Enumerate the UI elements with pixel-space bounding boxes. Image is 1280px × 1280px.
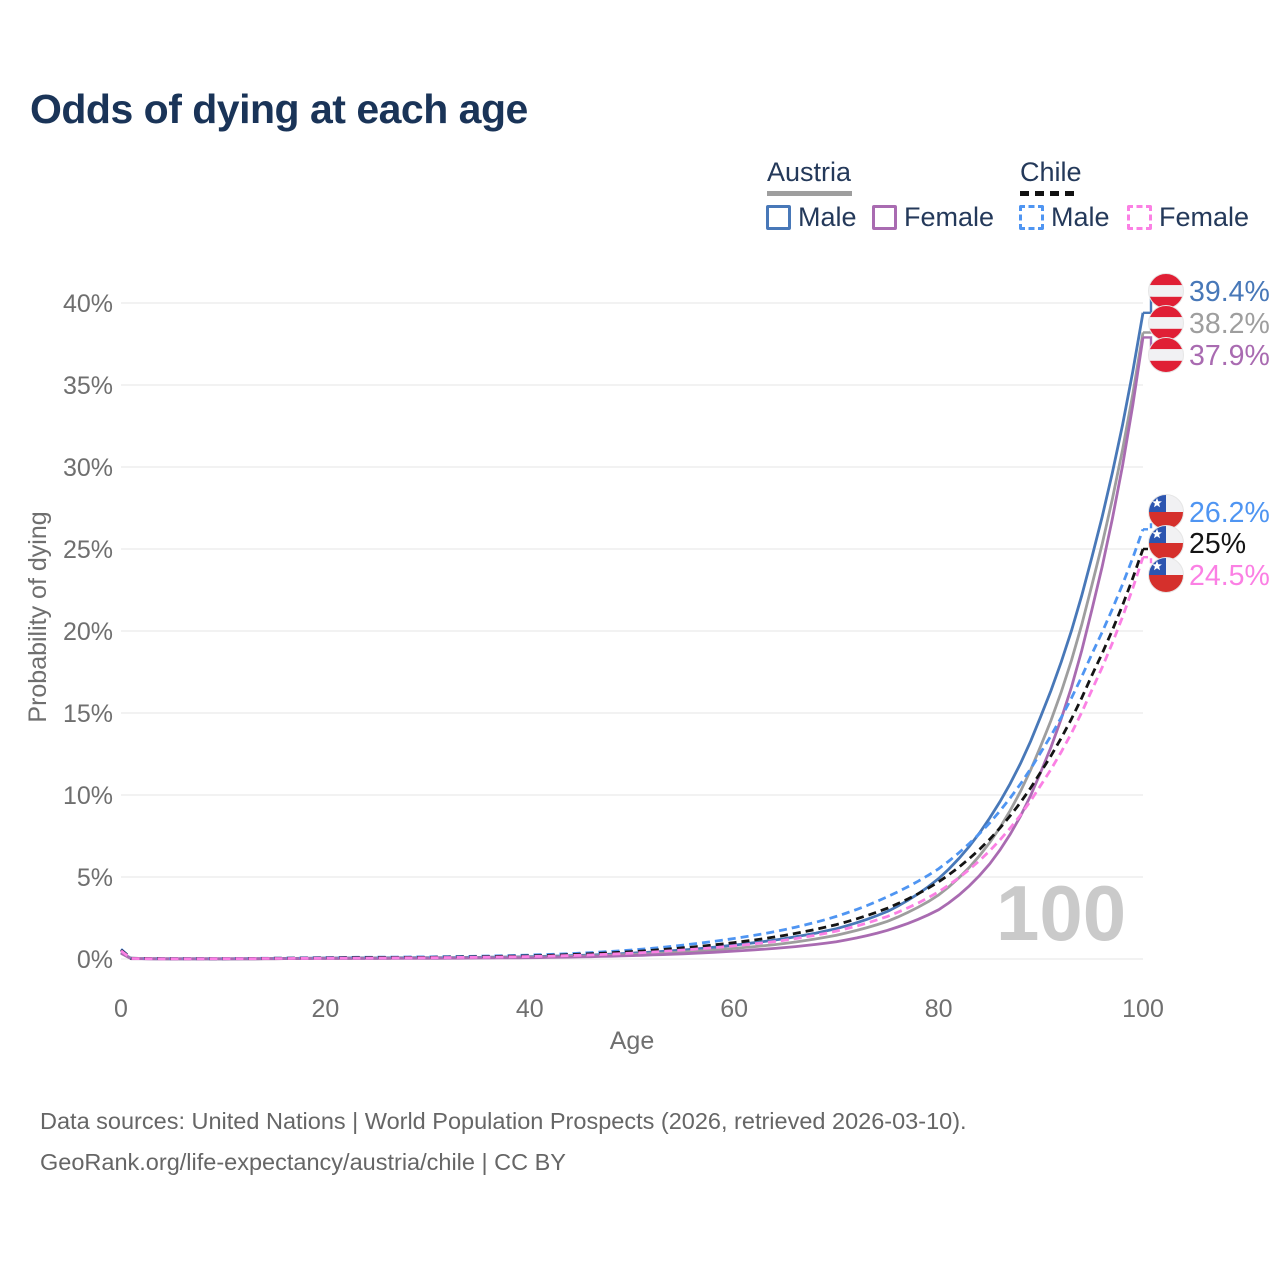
austria-female-swatch-icon — [872, 205, 897, 230]
x-axis-title: Age — [610, 1027, 654, 1055]
y-tick-label: 10% — [63, 782, 113, 810]
austria-flag-icon — [1148, 337, 1184, 373]
y-tick-label: 0% — [77, 946, 113, 974]
page-title: Odds of dying at each age — [30, 86, 528, 132]
chile-flag-icon — [1148, 525, 1184, 561]
line-chile-male — [120, 528, 1145, 961]
x-tick-label: 40 — [516, 995, 544, 1023]
legend-toggle-austria-female[interactable]: Female — [872, 202, 994, 233]
legend-chile-line-sample — [1020, 191, 1078, 196]
y-tick-label: 35% — [63, 372, 113, 400]
chile-male-swatch-icon — [1019, 205, 1044, 230]
chile-female-swatch-icon — [1127, 205, 1152, 230]
x-tick-label: 20 — [311, 995, 339, 1023]
line-chile-female — [120, 556, 1145, 961]
y-tick-label: 20% — [63, 618, 113, 646]
legend-label: Male — [798, 202, 857, 232]
series-end-label: 37.9% — [1189, 340, 1270, 372]
legend-austria-title: Austria — [767, 157, 852, 187]
series-end-label: 25% — [1189, 528, 1246, 560]
legend-label: Female — [904, 202, 995, 232]
line-chile-all — [120, 548, 1145, 961]
series-end-label: 38.2% — [1189, 308, 1270, 340]
legend-label: Female — [1159, 202, 1250, 232]
legend-toggle-austria-male[interactable]: Male — [766, 202, 857, 233]
austria-male-swatch-icon — [766, 205, 791, 230]
austria-flag-icon — [1148, 273, 1184, 309]
series-end-label: 24.5% — [1189, 560, 1270, 592]
y-axis-title: Probability of dying — [24, 511, 52, 722]
series-end-label: 26.2% — [1189, 497, 1270, 529]
x-tick-label: 100 — [1122, 995, 1164, 1023]
age-watermark: 100 — [996, 869, 1127, 957]
y-tick-label: 5% — [77, 864, 113, 892]
y-tick-label: 30% — [63, 454, 113, 482]
legend-label: Male — [1051, 202, 1110, 232]
legend-austria-line-sample — [767, 191, 852, 196]
x-tick-label: 0 — [114, 995, 128, 1023]
legend-chile-title: Chile — [1020, 157, 1082, 187]
y-tick-label: 15% — [63, 700, 113, 728]
footer: Data sources: United Nations | World Pop… — [40, 1101, 1250, 1183]
chile-flag-icon — [1148, 494, 1184, 530]
y-tick-label: 25% — [63, 536, 113, 564]
austria-flag-icon — [1148, 305, 1184, 341]
legend-toggle-chile-male[interactable]: Male — [1019, 202, 1110, 233]
y-tick-label: 40% — [63, 290, 113, 318]
chile-flag-icon — [1148, 557, 1184, 593]
legend-toggle-chile-female[interactable]: Female — [1127, 202, 1249, 233]
footer-sources: Data sources: United Nations | World Pop… — [40, 1108, 967, 1134]
series-end-label: 39.4% — [1189, 276, 1270, 308]
x-tick-label: 80 — [925, 995, 953, 1023]
footer-attribution: GeoRank.org/life-expectancy/austria/chil… — [40, 1149, 566, 1175]
x-tick-label: 60 — [720, 995, 748, 1023]
line-austria-female — [120, 337, 1145, 961]
